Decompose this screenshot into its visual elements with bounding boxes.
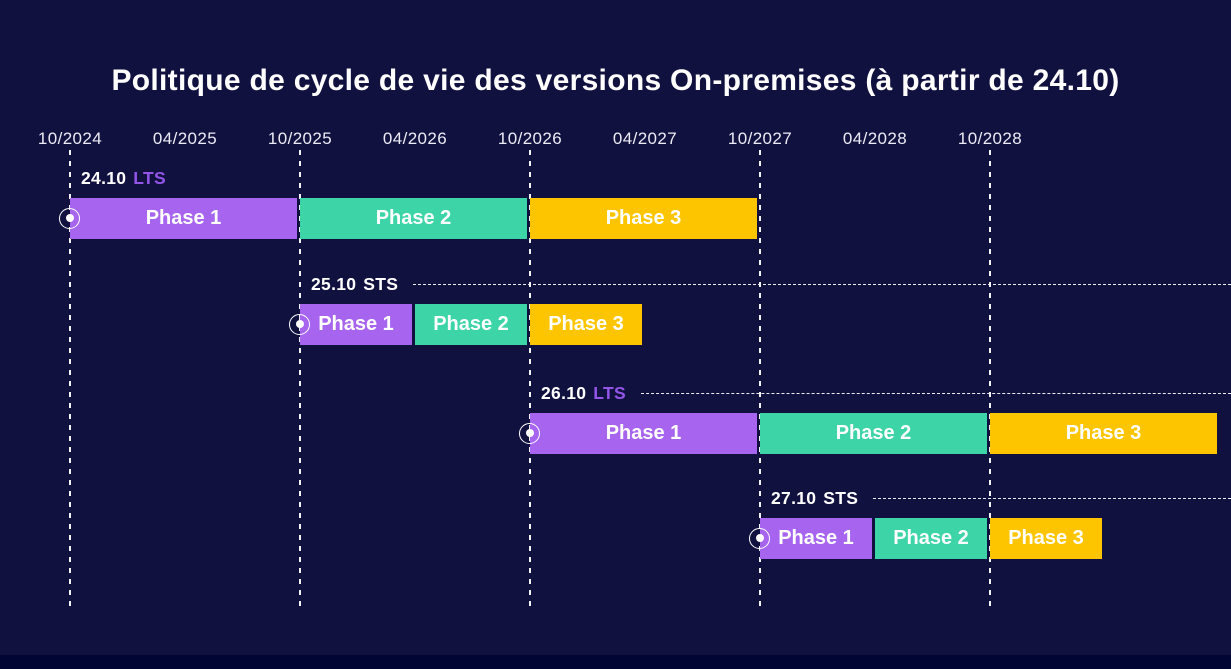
release-start-marker [289, 313, 310, 335]
phase-label: Phase 3 [1008, 527, 1084, 549]
timeline-tick-label: 10/2024 [37, 129, 103, 148]
label-dash-line [413, 283, 1231, 285]
release-label: 25.10 STS [311, 274, 1231, 294]
release-label: 26.10 LTS [541, 383, 1231, 403]
timeline-tick-label: 04/2025 [152, 129, 218, 148]
phase-bar: Phase 3 [990, 413, 1217, 454]
phase-bar: Phase 2 [875, 518, 987, 559]
year-gridline [989, 150, 991, 612]
phase-bar: Phase 3 [990, 518, 1102, 559]
phase-label: Phase 1 [605, 422, 682, 444]
year-gridline [529, 150, 531, 612]
release-type-text: STS [363, 273, 399, 294]
release-start-marker [59, 207, 80, 229]
phase-bar: Phase 1 [530, 413, 757, 454]
year-gridline [759, 150, 761, 612]
phase-bar: Phase 3 [530, 304, 642, 345]
phase-bar: Phase 1 [300, 304, 412, 345]
year-gridline [299, 150, 301, 612]
phase-bar: Phase 1 [760, 518, 872, 559]
release-start-marker [519, 422, 540, 444]
release-type-text: LTS [593, 382, 626, 403]
phase-label: Phase 2 [375, 207, 452, 229]
timeline-tick-label: 04/2026 [382, 129, 448, 148]
phase-label: Phase 3 [605, 207, 682, 229]
release-start-marker [749, 527, 770, 549]
timeline-tick-label: 04/2028 [842, 129, 908, 148]
release-version-text: 26.10 [541, 382, 587, 403]
release-version-text: 25.10 [311, 273, 357, 294]
release-label: 27.10 STS [771, 488, 1231, 508]
bottom-strip [0, 655, 1231, 669]
phase-label: Phase 1 [778, 527, 854, 549]
year-gridline [69, 150, 71, 612]
phase-label: Phase 2 [433, 313, 509, 335]
phase-bar: Phase 3 [530, 198, 757, 239]
phase-label: Phase 1 [318, 313, 394, 335]
timeline-tick-label: 04/2027 [612, 129, 678, 148]
marker-dot-icon [65, 214, 74, 222]
release-type-text: LTS [133, 167, 166, 188]
phase-bar: Phase 1 [70, 198, 297, 239]
phase-label: Phase 2 [893, 527, 969, 549]
timeline-tick-label: 10/2025 [267, 129, 333, 148]
page-title: Politique de cycle de vie des versions O… [111, 64, 1120, 98]
timeline-tick-label: 10/2026 [497, 129, 563, 148]
release-version-text: 24.10 [81, 167, 127, 188]
marker-dot-icon [295, 320, 304, 328]
phase-label: Phase 2 [835, 422, 912, 444]
phase-label: Phase 1 [145, 207, 222, 229]
timeline-tick-label: 10/2027 [727, 129, 793, 148]
phase-label: Phase 3 [548, 313, 624, 335]
phase-label: Phase 3 [1065, 422, 1142, 444]
phase-bar: Phase 2 [300, 198, 527, 239]
timeline-tick-label: 10/2028 [957, 129, 1023, 148]
release-version-text: 27.10 [771, 487, 817, 508]
label-dash-line [640, 392, 1231, 394]
release-type-text: STS [823, 487, 859, 508]
label-dash-line [873, 497, 1231, 499]
phase-bar: Phase 2 [415, 304, 527, 345]
marker-dot-icon [525, 429, 534, 437]
release-label: 24.10 LTS [81, 168, 1231, 188]
phase-bar: Phase 2 [760, 413, 987, 454]
marker-dot-icon [755, 534, 764, 542]
